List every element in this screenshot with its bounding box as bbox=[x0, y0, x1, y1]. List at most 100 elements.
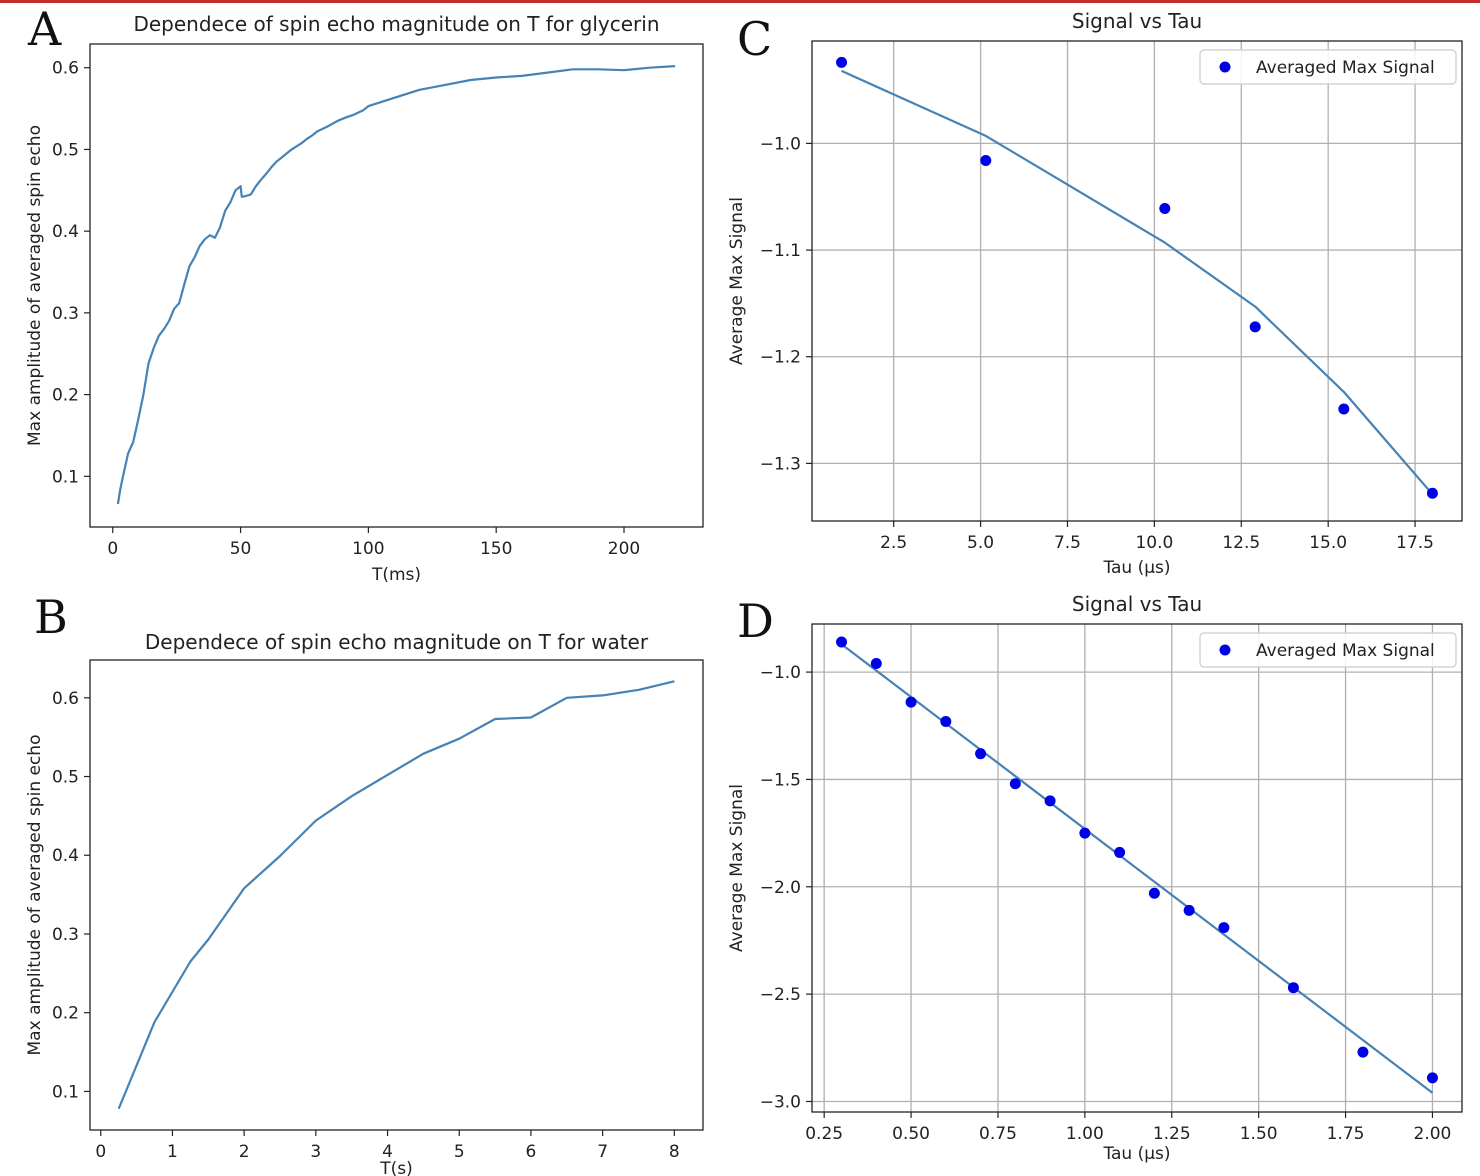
y-tick-label: 0.1 bbox=[52, 1082, 79, 1102]
data-point bbox=[836, 56, 848, 68]
x-tick-label: 12.5 bbox=[1222, 533, 1260, 553]
chart-a-glycerin: 0 50 100 150 200 0.1 0.2 0.3 0.4 0.5 0.6 Dependece … bbox=[25, 12, 704, 585]
x-tick-label: 2 bbox=[239, 1142, 250, 1162]
x-axis-label: Tau (μs) bbox=[1102, 1144, 1170, 1164]
y-axis-label: Average Max Signal bbox=[727, 784, 747, 952]
data-point bbox=[1183, 904, 1195, 916]
data-point bbox=[1114, 846, 1126, 858]
data-point bbox=[1287, 982, 1299, 994]
series-line bbox=[841, 69, 1434, 496]
data-point bbox=[870, 658, 882, 670]
x-tick-label: 7 bbox=[597, 1142, 608, 1162]
panel-label-a: A bbox=[28, 2, 62, 56]
y-axis-label: Max amplitude of averaged spin echo bbox=[25, 125, 45, 446]
y-tick-label: 0.4 bbox=[52, 846, 79, 866]
series-line bbox=[117, 680, 675, 1110]
x-tick-label: 1 bbox=[167, 1142, 178, 1162]
x-axis-label: T(ms) bbox=[371, 565, 421, 585]
x-tick-label: 2.00 bbox=[1414, 1124, 1452, 1144]
x-tick-label: 50 bbox=[230, 539, 252, 559]
data-point bbox=[1426, 1072, 1438, 1084]
y-tick-label: 0.3 bbox=[52, 304, 79, 324]
y-tick-label: 0.4 bbox=[52, 222, 79, 242]
data-point bbox=[1426, 487, 1438, 499]
chart-b-water: 0 1 2 3 4 5 6 7 8 0.1 0.2 0.3 0.4 0.5 0.6 Dependece of … bbox=[25, 630, 704, 1176]
chart-title: Dependece of spin echo magnitude on T fo… bbox=[133, 12, 659, 36]
y-axis-label: Average Max Signal bbox=[727, 197, 747, 365]
y-tick-label: 0.6 bbox=[52, 59, 79, 79]
x-tick-label: 1.00 bbox=[1066, 1124, 1104, 1144]
plot-frame bbox=[811, 40, 1463, 522]
plot-area bbox=[116, 65, 676, 505]
chart-title: Dependece of spin echo magnitude on T fo… bbox=[145, 630, 649, 654]
panel-label-d: D bbox=[737, 594, 774, 648]
y-tick-label: 0.2 bbox=[52, 386, 79, 406]
chart-title: Signal vs Tau bbox=[1072, 9, 1202, 33]
y-tick-label: 0.5 bbox=[52, 140, 79, 160]
x-tick-label: 1.75 bbox=[1327, 1124, 1365, 1144]
plot-area bbox=[836, 636, 1438, 1094]
y-tick-label: −1.2 bbox=[760, 348, 801, 368]
data-point bbox=[940, 715, 952, 727]
top-red-rule bbox=[0, 0, 1480, 3]
x-tick-label: 0.25 bbox=[805, 1124, 843, 1144]
data-point bbox=[1218, 922, 1230, 934]
x-tick-label: 0 bbox=[107, 539, 118, 559]
data-point bbox=[980, 154, 992, 166]
legend-box bbox=[1199, 632, 1457, 668]
y-tick-label: 0.2 bbox=[52, 1004, 79, 1024]
data-point bbox=[836, 636, 848, 648]
x-tick-label: 100 bbox=[352, 539, 384, 559]
y-tick-label: 0.1 bbox=[52, 467, 79, 487]
y-tick-label: −2.5 bbox=[760, 985, 801, 1005]
panel-label-c: C bbox=[737, 12, 773, 66]
x-tick-label: 15.0 bbox=[1309, 533, 1347, 553]
y-tick-label: 0.6 bbox=[52, 689, 79, 709]
chart-d-signal-vs-tau: 0.25 0.50 0.75 1.00 1.25 1.50 1.75 2.00 −1.0 −1.5… bbox=[727, 592, 1463, 1164]
x-tick-label: 0 bbox=[95, 1142, 106, 1162]
x-tick-label: 3 bbox=[310, 1142, 321, 1162]
y-tick-label: 0.3 bbox=[52, 925, 79, 945]
y-tick-label: −1.0 bbox=[760, 663, 801, 683]
x-tick-label: 4 bbox=[382, 1142, 393, 1162]
x-tick-label: 6 bbox=[526, 1142, 537, 1162]
x-tick-label: 200 bbox=[608, 539, 640, 559]
y-tick-label: 0.5 bbox=[52, 768, 79, 788]
data-point bbox=[1357, 1046, 1369, 1058]
y-tick-label: −1.5 bbox=[760, 770, 801, 790]
x-tick-label: 1.25 bbox=[1153, 1124, 1191, 1144]
data-point bbox=[905, 696, 917, 708]
series-line bbox=[116, 65, 676, 505]
x-tick-label: 7.5 bbox=[1054, 533, 1081, 553]
chart-c-signal-vs-tau: 2.5 5.0 7.5 10.0 12.5 15.0 17.5 −1.0 −1.1 −1.2 −1.… bbox=[727, 9, 1463, 578]
plot-frame bbox=[89, 659, 704, 1131]
data-point bbox=[1044, 795, 1056, 807]
data-point bbox=[1009, 778, 1021, 790]
x-tick-label: 8 bbox=[669, 1142, 680, 1162]
legend-marker bbox=[1219, 61, 1231, 73]
series-line bbox=[840, 643, 1434, 1094]
y-axis-label: Max amplitude of averaged spin echo bbox=[25, 735, 45, 1056]
x-tick-label: 1.50 bbox=[1240, 1124, 1278, 1144]
plot-frame bbox=[89, 43, 704, 528]
data-point bbox=[1249, 321, 1261, 333]
x-axis-label: T(s) bbox=[379, 1159, 413, 1176]
x-tick-label: 17.5 bbox=[1396, 533, 1434, 553]
x-tick-label: 5.0 bbox=[967, 533, 994, 553]
y-tick-label: −3.0 bbox=[760, 1092, 801, 1112]
data-point bbox=[975, 748, 987, 760]
x-tick-label: 150 bbox=[480, 539, 512, 559]
data-point bbox=[1159, 202, 1171, 214]
data-point bbox=[1148, 887, 1160, 899]
x-tick-label: 0.75 bbox=[979, 1124, 1017, 1144]
plot-area bbox=[117, 680, 675, 1110]
plot-area bbox=[836, 56, 1438, 499]
panel-label-b: B bbox=[34, 590, 68, 644]
y-tick-label: −2.0 bbox=[760, 878, 801, 898]
chart-title: Signal vs Tau bbox=[1072, 592, 1202, 616]
x-tick-label: 2.5 bbox=[880, 533, 907, 553]
x-tick-label: 0.50 bbox=[892, 1124, 930, 1144]
legend-box bbox=[1199, 49, 1457, 85]
y-tick-label: −1.3 bbox=[760, 454, 801, 474]
legend-label: Averaged Max Signal bbox=[1256, 58, 1435, 78]
